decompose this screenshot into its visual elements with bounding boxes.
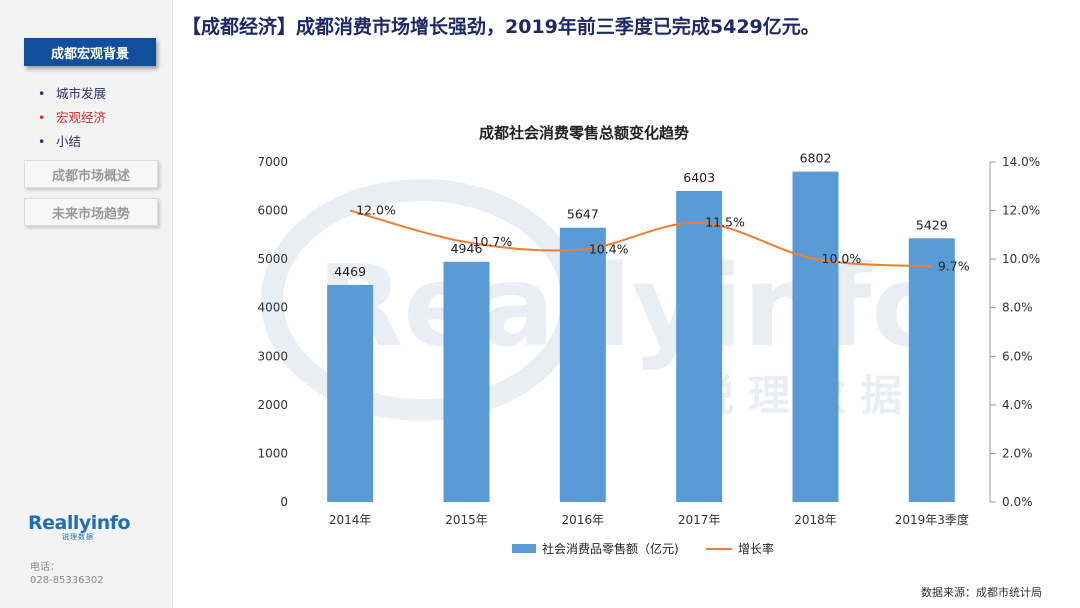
x-axis-tick-label: 2016年 xyxy=(562,513,605,527)
legend-bar-swatch xyxy=(512,544,536,553)
bar-data-label: 6802 xyxy=(800,151,832,166)
x-axis: 2014年 2015年 2016年 2017年 2018年 2019年3季度 xyxy=(329,512,969,527)
right-axis-tick-label: 6.0% xyxy=(1002,349,1033,363)
bar xyxy=(443,261,490,502)
right-axis-tick-label: 4.0% xyxy=(1002,398,1033,412)
left-axis-tick-label: 1000 xyxy=(257,446,288,460)
bar xyxy=(327,284,374,502)
bar xyxy=(908,238,955,502)
legend: 社会消费品零售额（亿元 ) 增长率 xyxy=(512,541,774,556)
right-axis-tick-label: 12.0% xyxy=(1002,204,1040,218)
sub-nav-item-summary[interactable]: 小结 xyxy=(38,130,106,154)
line-data-label: 11.5% xyxy=(705,215,745,230)
line-data-label: 12.0% xyxy=(356,203,396,218)
x-axis-tick-label: 2018年 xyxy=(794,513,837,527)
bar-series xyxy=(327,171,955,503)
bar xyxy=(676,190,723,503)
left-axis-tick-label: 0 xyxy=(280,495,288,509)
logo: Reallyinfo 锐理数据 xyxy=(28,512,131,542)
right-axis-tick-label: 0.0% xyxy=(1002,495,1033,509)
contact-phone: 028-85336302 xyxy=(30,575,104,586)
left-axis-tick-label: 3000 xyxy=(257,349,288,363)
nav-section-future-trends[interactable]: 未来市场趋势 xyxy=(24,198,158,226)
left-axis-tick-label: 4000 xyxy=(257,301,288,315)
line-data-label: 10.4% xyxy=(589,241,629,256)
page-title: 【成都经济】成都消费市场增长强劲，2019年前三季度已完成5429亿元。 xyxy=(182,16,820,38)
growth-rate-line xyxy=(349,209,932,268)
sub-nav-item-macro-economy[interactable]: 宏观经济 xyxy=(38,106,106,130)
x-axis-tick-label: 2014年 xyxy=(329,513,372,527)
right-axis: 0.0% 2.0% 4.0% 6.0% 8.0% 10.0% 12.0% 14.0% xyxy=(990,155,1040,509)
right-axis-tick-label: 8.0% xyxy=(1002,301,1033,315)
bar-data-label: 5429 xyxy=(916,217,948,232)
legend-bar-label: 社会消费品零售额（亿元 xyxy=(542,541,674,556)
sidebar: 成都宏观背景 城市发展 宏观经济 小结 成都市场概述 未来市场趋势 Really… xyxy=(0,0,173,608)
data-source: 数据来源：成都市统计局 xyxy=(921,586,1042,599)
x-axis-tick-label: 2019年3季度 xyxy=(895,512,969,527)
sub-nav-item-city-development[interactable]: 城市发展 xyxy=(38,82,106,106)
x-axis-tick-label: 2017年 xyxy=(678,513,721,527)
nav-section-macro-background[interactable]: 成都宏观背景 xyxy=(24,38,156,66)
bar-data-labels: 4469 4946 5647 6403 6802 5429 xyxy=(334,151,948,279)
legend-line-label: 增长率 xyxy=(738,541,774,556)
line-series xyxy=(349,209,932,268)
right-axis-tick-label: 2.0% xyxy=(1002,446,1033,460)
right-axis-tick-label: 14.0% xyxy=(1002,155,1040,169)
logo-subtitle: 锐理数据 xyxy=(62,533,94,541)
right-axis-tick-label: 10.0% xyxy=(1002,252,1040,266)
chart: Reallyinfo 锐理数据 成都社会消费零售总额变化趋势 0 1000 2000… xyxy=(257,124,1040,556)
bar xyxy=(559,227,606,502)
left-axis-tick-label: 2000 xyxy=(257,398,288,412)
bar-data-label: 4946 xyxy=(451,241,483,256)
bar-data-label: 6403 xyxy=(683,170,715,185)
line-data-labels: 12.0% 10.7% 10.4% 11.5% 10.0% 9.7% xyxy=(356,203,970,274)
contact-info: 电话： 028-85336302 xyxy=(30,561,104,587)
legend-bar-label-close: ) xyxy=(674,542,679,556)
watermark: Reallyinfo 锐理数据 xyxy=(261,179,948,421)
left-axis-tick-label: 7000 xyxy=(257,155,288,169)
contact-label: 电话： xyxy=(30,562,60,573)
bar-data-label: 4469 xyxy=(334,264,366,279)
line-data-label: 10.7% xyxy=(473,234,513,249)
nav-section-market-overview[interactable]: 成都市场概述 xyxy=(24,160,158,188)
sub-nav-list: 城市发展 宏观经济 小结 xyxy=(38,82,106,154)
left-axis-tick-label: 6000 xyxy=(257,204,288,218)
line-data-label: 9.7% xyxy=(938,258,970,273)
x-axis-tick-label: 2015年 xyxy=(445,513,488,527)
logo-wordmark: Reallyinfo xyxy=(28,512,131,534)
chart-title: 成都社会消费零售总额变化趋势 xyxy=(479,124,689,142)
line-data-label: 10.0% xyxy=(822,251,862,266)
left-axis-tick-label: 5000 xyxy=(257,252,288,266)
bar-data-label: 5647 xyxy=(567,207,599,222)
bar xyxy=(792,171,839,503)
left-axis: 0 1000 2000 3000 4000 5000 6000 7000 xyxy=(257,155,288,509)
